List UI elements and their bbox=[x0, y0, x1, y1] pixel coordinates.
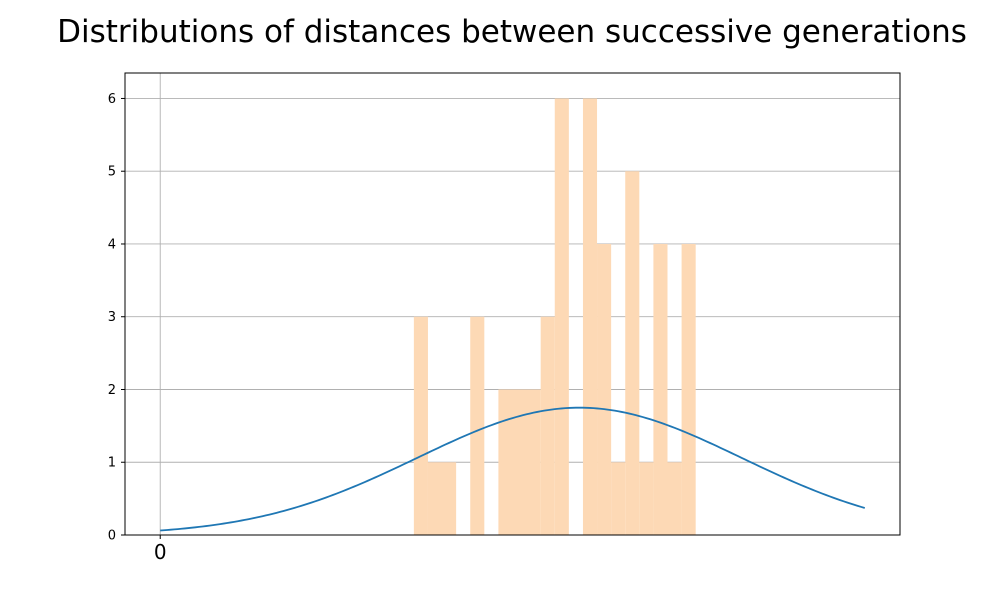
y-tick-label: 5 bbox=[108, 165, 116, 180]
y-tick-label: 6 bbox=[108, 92, 116, 107]
y-axis-ticks: 0 1 2 3 4 5 6 bbox=[108, 92, 125, 544]
histogram-bar bbox=[498, 389, 541, 535]
y-tick-label: 3 bbox=[108, 310, 116, 325]
density-curve-layer bbox=[160, 406, 866, 532]
histogram-bar bbox=[597, 243, 612, 535]
histogram-bar bbox=[611, 462, 626, 535]
y-tick-label: 4 bbox=[108, 237, 116, 252]
x-tick-label: 0 bbox=[154, 540, 167, 564]
histogram-bar bbox=[653, 243, 668, 535]
axes bbox=[124, 72, 901, 536]
histogram-bar bbox=[639, 462, 654, 535]
histogram-bar bbox=[667, 462, 682, 535]
y-tick-label: 1 bbox=[108, 456, 116, 471]
x-axis-ticks: 0 bbox=[154, 535, 167, 564]
histogram-bar bbox=[540, 316, 555, 535]
histogram-bar bbox=[554, 98, 569, 535]
chart-title: Distributions of distances between succe… bbox=[57, 14, 967, 50]
histogram-bar bbox=[681, 243, 696, 535]
histogram-bars bbox=[413, 98, 696, 536]
plot-frame bbox=[124, 72, 901, 536]
histogram-bar bbox=[582, 98, 598, 535]
histogram-bar bbox=[625, 171, 640, 536]
y-tick-label: 0 bbox=[108, 529, 116, 544]
histogram-bar bbox=[427, 462, 457, 535]
histogram-bar bbox=[413, 316, 428, 535]
y-tick-label: 2 bbox=[108, 383, 116, 398]
histogram-bar bbox=[470, 316, 485, 535]
density-curve bbox=[160, 406, 866, 532]
